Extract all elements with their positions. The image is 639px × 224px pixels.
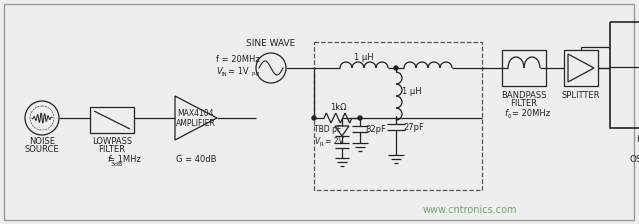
Text: V: V bbox=[314, 136, 320, 146]
Text: R: R bbox=[319, 142, 323, 146]
Bar bbox=[314, 42, 482, 190]
Text: V: V bbox=[216, 67, 222, 77]
Text: SINE WAVE: SINE WAVE bbox=[247, 39, 296, 49]
Text: IN: IN bbox=[221, 73, 227, 78]
Text: = 20MHz: = 20MHz bbox=[512, 108, 550, 118]
Text: f = 20MHz: f = 20MHz bbox=[216, 56, 259, 65]
Text: 82pF: 82pF bbox=[366, 125, 387, 134]
Circle shape bbox=[358, 116, 362, 120]
Text: f: f bbox=[107, 155, 110, 164]
Text: 3dB: 3dB bbox=[111, 162, 123, 167]
Text: SPLITTER: SPLITTER bbox=[562, 90, 600, 99]
Text: FILTER: FILTER bbox=[98, 146, 125, 155]
Text: 0: 0 bbox=[508, 114, 511, 118]
Text: 1 μH: 1 μH bbox=[402, 88, 422, 97]
Circle shape bbox=[312, 116, 316, 120]
Text: HIGH-SPEED: HIGH-SPEED bbox=[636, 136, 639, 144]
Bar bbox=[502, 50, 546, 86]
Text: G = 40dB: G = 40dB bbox=[176, 155, 216, 164]
Text: AMPLIFIER: AMPLIFIER bbox=[176, 118, 216, 127]
Bar bbox=[90, 107, 134, 133]
Text: FILTER: FILTER bbox=[511, 99, 537, 108]
Text: OSCILLASCOPE: OSCILLASCOPE bbox=[630, 155, 639, 164]
Text: 1kΩ: 1kΩ bbox=[330, 103, 346, 112]
Text: 1 μH: 1 μH bbox=[354, 54, 374, 62]
Text: www.cntronics.com: www.cntronics.com bbox=[423, 205, 517, 215]
Text: = 1V: = 1V bbox=[228, 67, 249, 77]
Bar bbox=[564, 50, 598, 86]
Text: LOWPASS: LOWPASS bbox=[92, 138, 132, 146]
Text: P-P: P-P bbox=[251, 73, 259, 78]
Text: NOISE: NOISE bbox=[29, 138, 55, 146]
Text: f: f bbox=[504, 108, 507, 118]
Text: SOURCE: SOURCE bbox=[25, 144, 59, 153]
Text: = 2V: = 2V bbox=[325, 136, 344, 146]
Text: 27pF: 27pF bbox=[404, 123, 424, 131]
Text: TBD pF: TBD pF bbox=[314, 125, 341, 134]
Text: = 1MHz: = 1MHz bbox=[107, 155, 141, 164]
Text: BANDPASS: BANDPASS bbox=[502, 90, 547, 99]
Circle shape bbox=[394, 66, 398, 70]
Bar bbox=[610, 22, 639, 128]
Text: MAX4104: MAX4104 bbox=[178, 108, 214, 118]
